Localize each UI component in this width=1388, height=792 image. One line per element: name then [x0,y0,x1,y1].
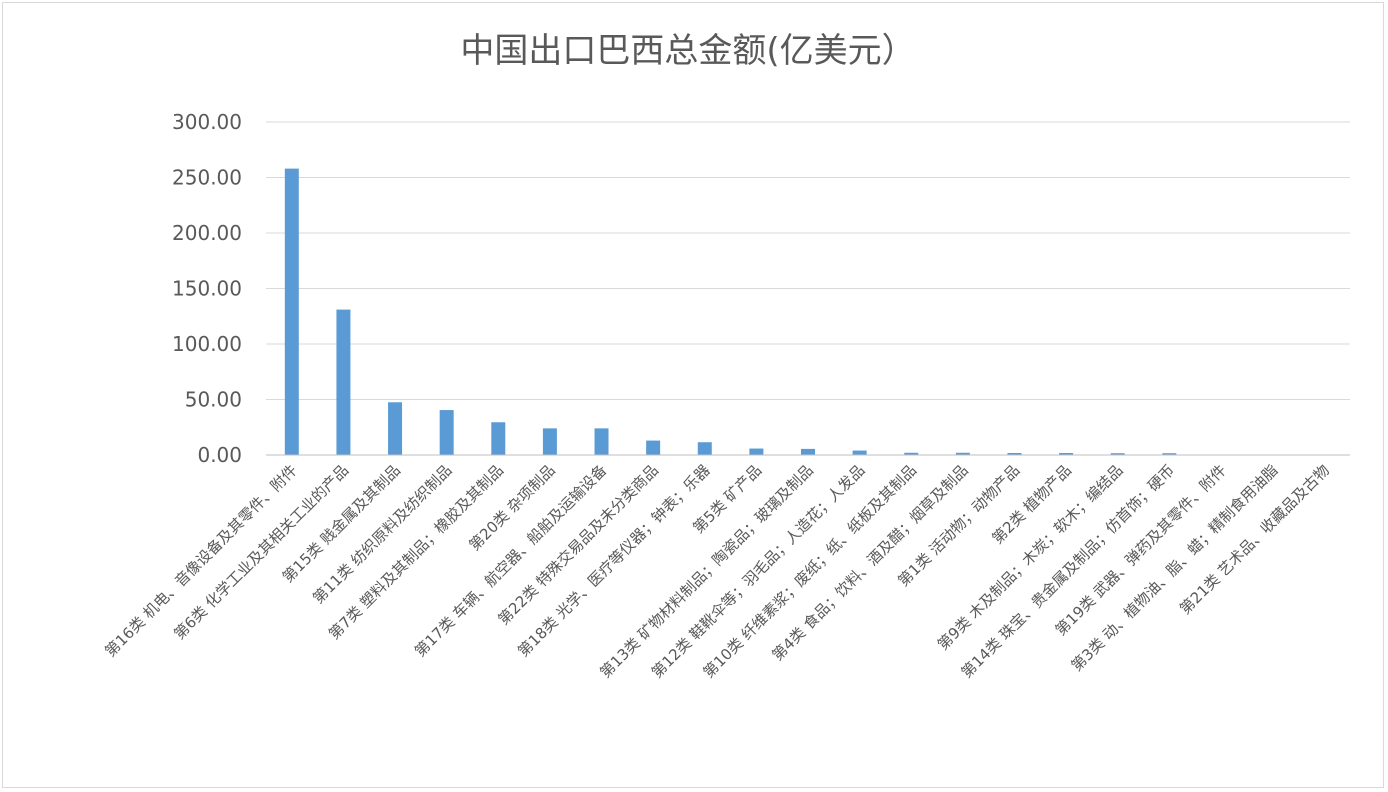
bar [801,448,815,455]
x-category-label: 第9类 木及制品；木炭；软木；编结品 [934,461,1127,654]
bar [904,452,919,455]
y-tick-label: 150.00 [172,277,242,301]
bar [955,452,970,455]
bar [1162,453,1177,455]
bar [1110,453,1125,455]
y-tick-label: 300.00 [172,110,242,134]
bar [542,428,557,455]
y-tick-label: 0.00 [197,443,242,467]
y-tick-label: 50.00 [185,388,242,412]
bar [491,422,506,455]
bar [1059,453,1074,455]
bar [646,440,661,455]
chart-title: 中国出口巴西总金额(亿美元） [460,31,915,71]
bar [749,448,764,455]
bar [439,410,454,455]
bar [1007,453,1022,455]
x-category-label: 第16类 机电、音像设备及其零件、附件 [101,461,300,660]
y-axis-tick-labels: 0.00 50.00 100.00 150.00 200.00 250.00 300.00 [172,110,242,467]
bar [594,428,609,455]
bars [284,168,1332,455]
bar [336,309,351,455]
bar [388,402,403,455]
gridlines [266,121,1350,400]
y-tick-label: 100.00 [172,332,242,356]
x-category-label: 第17类 车辆、航空器、船舶及运输设备 [411,461,610,660]
bar [284,168,299,455]
y-tick-label: 250.00 [172,166,242,190]
bar [852,450,867,455]
x-category-label: 第18类 光学、医疗等仪器；钟表；乐器 [514,461,713,660]
bar [697,442,712,455]
y-tick-label: 200.00 [172,221,242,245]
